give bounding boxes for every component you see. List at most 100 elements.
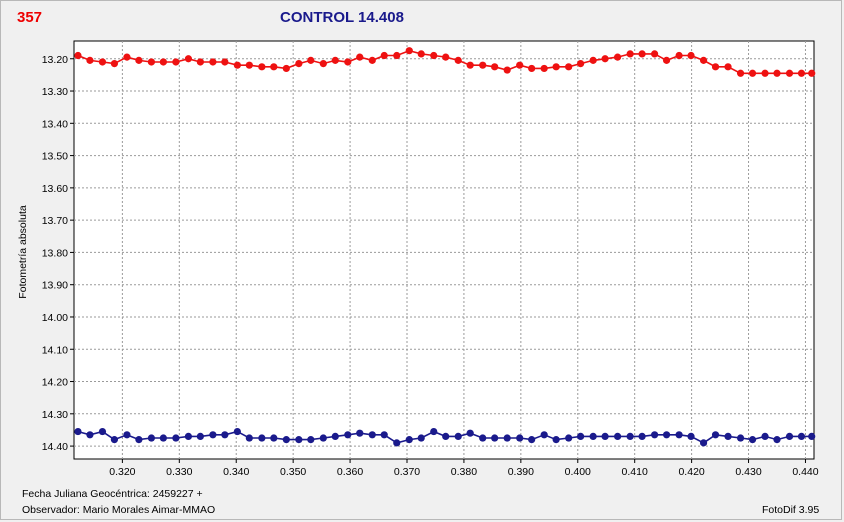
data-point bbox=[552, 63, 560, 71]
series-0 bbox=[74, 47, 816, 77]
data-point bbox=[748, 436, 757, 444]
data-point bbox=[258, 434, 266, 442]
series-layer bbox=[74, 47, 816, 447]
data-point bbox=[405, 47, 413, 55]
data-point bbox=[601, 55, 609, 63]
data-point bbox=[368, 431, 376, 439]
data-point bbox=[319, 434, 327, 442]
data-point bbox=[711, 63, 720, 71]
data-point bbox=[797, 69, 806, 77]
data-point bbox=[491, 63, 499, 71]
plot-area bbox=[73, 40, 815, 460]
data-point bbox=[662, 431, 671, 439]
x-tick-label: 0.320 bbox=[109, 466, 135, 478]
data-point bbox=[540, 431, 548, 439]
data-point bbox=[319, 59, 327, 68]
data-point bbox=[380, 431, 388, 439]
y-tick-label: 13.40 bbox=[42, 118, 68, 130]
data-point bbox=[393, 439, 401, 447]
y-tick-label: 14.40 bbox=[42, 441, 68, 453]
data-point bbox=[270, 63, 278, 71]
data-point bbox=[638, 432, 646, 441]
data-point bbox=[295, 59, 303, 68]
x-tick-label: 0.430 bbox=[735, 466, 761, 478]
data-point bbox=[662, 56, 671, 64]
data-point bbox=[516, 434, 524, 442]
julian-date-label: Fecha Juliana Geocéntrica: 2459227 + bbox=[22, 488, 203, 500]
data-point bbox=[417, 50, 425, 58]
data-point bbox=[687, 432, 695, 441]
data-point bbox=[479, 434, 487, 442]
data-point bbox=[209, 431, 217, 439]
data-point bbox=[687, 51, 695, 60]
data-point bbox=[442, 432, 450, 441]
y-tick-label: 13.50 bbox=[42, 151, 68, 163]
data-point bbox=[503, 434, 511, 442]
data-point bbox=[675, 51, 683, 60]
data-point bbox=[785, 432, 794, 441]
data-point bbox=[86, 431, 94, 439]
y-tick-label: 13.30 bbox=[42, 86, 68, 98]
x-tick-label: 0.420 bbox=[678, 466, 704, 478]
data-point bbox=[614, 53, 622, 61]
data-point bbox=[736, 69, 745, 77]
observer-label: Observador: Mario Morales Aimar-MMAO bbox=[22, 504, 216, 516]
data-point bbox=[528, 436, 536, 444]
data-point bbox=[797, 432, 806, 441]
data-point bbox=[528, 64, 536, 73]
data-point bbox=[209, 58, 217, 66]
data-point bbox=[589, 432, 597, 441]
x-tick-label: 0.380 bbox=[451, 466, 477, 478]
data-point bbox=[516, 61, 524, 69]
data-point bbox=[430, 51, 438, 60]
data-point bbox=[307, 56, 315, 64]
data-point bbox=[748, 69, 757, 77]
data-point bbox=[540, 64, 548, 73]
data-point bbox=[565, 63, 573, 71]
data-point bbox=[86, 56, 94, 64]
data-point bbox=[110, 436, 119, 444]
chart-title: CONTROL 14.408 bbox=[280, 9, 404, 26]
data-point bbox=[808, 69, 816, 77]
data-point bbox=[98, 427, 107, 436]
data-point bbox=[123, 53, 131, 61]
data-point bbox=[258, 63, 266, 71]
data-point bbox=[270, 434, 278, 442]
x-tick-label: 0.330 bbox=[166, 466, 192, 478]
x-tick-label: 0.440 bbox=[792, 466, 818, 478]
data-point bbox=[233, 61, 241, 69]
data-point bbox=[651, 50, 659, 58]
axis-ticks: 0.320 0.330 0.340 0.350 0.360 0.370 0.380 0.390… bbox=[42, 54, 819, 478]
y-axis-label: Fotometría absoluta bbox=[17, 205, 29, 299]
data-point bbox=[454, 56, 462, 64]
data-point bbox=[773, 436, 781, 444]
data-point bbox=[147, 434, 156, 442]
data-point bbox=[761, 432, 769, 441]
y-tick-label: 13.60 bbox=[42, 183, 68, 195]
data-point bbox=[368, 56, 376, 64]
y-tick-label: 13.70 bbox=[42, 215, 68, 227]
data-point bbox=[589, 56, 597, 64]
data-point bbox=[344, 58, 352, 66]
data-point bbox=[552, 436, 560, 444]
data-point bbox=[344, 431, 352, 439]
data-point bbox=[626, 432, 634, 441]
x-tick-label: 0.370 bbox=[394, 466, 420, 478]
data-point bbox=[466, 429, 474, 437]
data-point bbox=[466, 61, 474, 69]
data-point bbox=[430, 427, 438, 436]
data-point bbox=[184, 432, 193, 441]
x-tick-label: 0.350 bbox=[280, 466, 306, 478]
data-point bbox=[724, 432, 732, 441]
data-point bbox=[614, 432, 622, 441]
data-point bbox=[331, 432, 339, 441]
x-tick-label: 0.410 bbox=[622, 466, 648, 478]
data-point bbox=[356, 53, 364, 61]
data-point bbox=[417, 434, 425, 442]
x-tick-label: 0.360 bbox=[337, 466, 363, 478]
y-tick-label: 13.80 bbox=[42, 247, 68, 259]
data-point bbox=[282, 64, 290, 73]
y-tick-label: 14.00 bbox=[42, 312, 68, 324]
data-point bbox=[773, 69, 781, 77]
